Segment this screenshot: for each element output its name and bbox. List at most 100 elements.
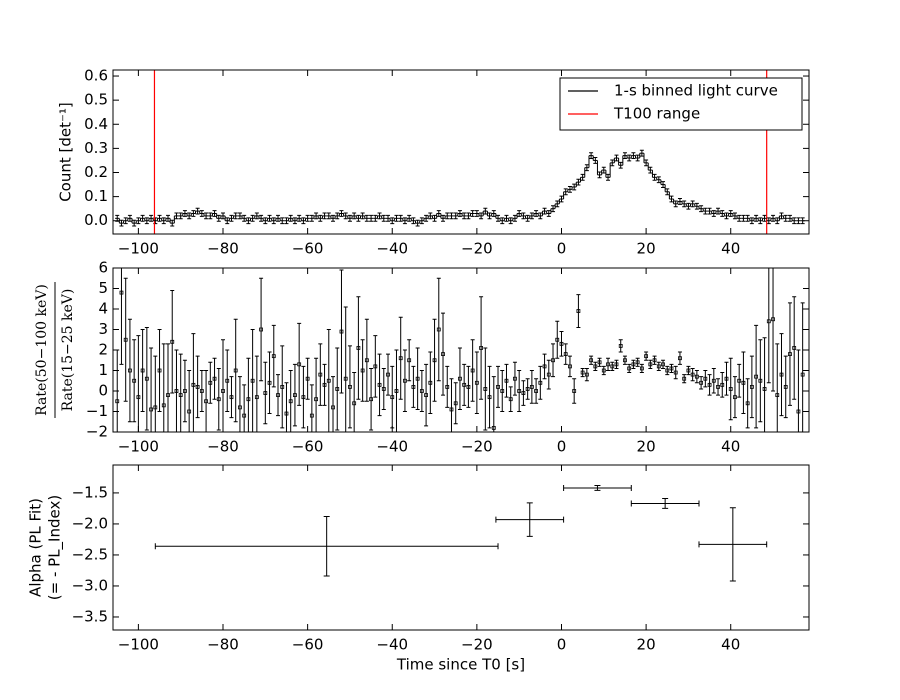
error-bar [339, 269, 344, 394]
error-bar [259, 277, 264, 382]
y-tick-label: 2 [98, 341, 108, 359]
error-bar [301, 365, 306, 429]
error-bar [352, 372, 357, 432]
point [314, 397, 318, 402]
point [432, 358, 437, 363]
point [601, 368, 606, 373]
x-tick-label: −20 [461, 240, 493, 258]
y-axis-label: Count [det⁻¹] [57, 102, 75, 202]
error-bar [254, 355, 259, 432]
x-tick-label: −60 [292, 636, 324, 654]
point [339, 329, 344, 334]
y-tick-label: 0 [98, 382, 108, 400]
point [584, 372, 589, 377]
point [119, 290, 124, 295]
x-tick-label: −80 [207, 240, 239, 258]
point [661, 362, 665, 367]
point [309, 413, 314, 418]
point [178, 393, 183, 398]
point [208, 380, 213, 385]
error-bar [297, 322, 302, 406]
error-bar [373, 335, 378, 398]
point [390, 395, 395, 400]
point [716, 384, 720, 389]
error-bar [580, 367, 585, 378]
error-bar [398, 316, 403, 400]
point [458, 376, 462, 381]
error-bar [627, 363, 632, 374]
error-bar [517, 370, 522, 412]
error-bar [191, 333, 196, 432]
point [157, 368, 162, 373]
point [529, 384, 534, 389]
point [229, 395, 234, 400]
error-bar [648, 359, 653, 369]
error-bar [652, 355, 657, 365]
error-bar [775, 343, 780, 432]
point [238, 405, 242, 410]
point [373, 364, 378, 369]
point [766, 319, 771, 324]
error-bar [466, 365, 471, 408]
x-tick-label: 0 [557, 636, 567, 654]
error-bar [601, 365, 606, 376]
error-bar [576, 294, 581, 328]
x-tick-label: −100 [118, 636, 159, 654]
y-tick-label: 0.1 [84, 187, 108, 205]
y-tick-label: 3 [98, 320, 108, 338]
point [335, 387, 340, 391]
error-bar [762, 337, 767, 432]
error-bar [419, 370, 424, 412]
error-bar [250, 329, 255, 432]
error-bar [563, 343, 568, 365]
point [284, 411, 289, 416]
error-bar [356, 296, 361, 400]
point [749, 384, 754, 389]
error-bar [673, 365, 678, 380]
x-tick-label: −100 [118, 438, 159, 456]
point [525, 387, 530, 391]
legend: 1-s binned light curve T100 range [559, 77, 803, 131]
y-error-bar [323, 515, 330, 577]
error-bar [483, 347, 488, 431]
point [419, 389, 424, 393]
error-bar [127, 318, 132, 423]
y-axis-label-denominator: Rate(15−25 keV) [60, 289, 76, 412]
point [707, 382, 712, 387]
y-tick-label: 6 [98, 259, 108, 277]
y-error-bar [662, 497, 669, 509]
point [618, 343, 623, 348]
error-bar [593, 361, 598, 371]
error-bar [216, 367, 221, 431]
point [322, 382, 327, 387]
error-bar [479, 296, 484, 400]
error-bar [411, 365, 416, 408]
point [614, 362, 619, 367]
error-bar [732, 376, 737, 419]
error-bar [690, 367, 695, 382]
error-bar [703, 370, 708, 388]
point [690, 372, 695, 377]
error-bar [496, 365, 501, 408]
point [559, 341, 564, 346]
y-tick-label: −1 [86, 402, 108, 420]
y-tick-label: −1.5 [72, 483, 108, 501]
error-bar [292, 363, 297, 427]
point [800, 372, 805, 377]
point [686, 368, 691, 373]
error-bar [584, 367, 589, 382]
x-tick-label: 0 [557, 240, 567, 258]
error-bar [119, 268, 124, 365]
error-bar [276, 374, 281, 417]
error-bar [474, 351, 479, 415]
point [153, 405, 158, 410]
point [136, 395, 141, 400]
error-bar [123, 277, 128, 402]
point [377, 382, 382, 387]
error-bar [728, 357, 733, 421]
point [669, 366, 674, 371]
x-tick-label: 20 [637, 240, 656, 258]
point [174, 389, 179, 393]
point [623, 358, 627, 363]
point [474, 380, 479, 385]
